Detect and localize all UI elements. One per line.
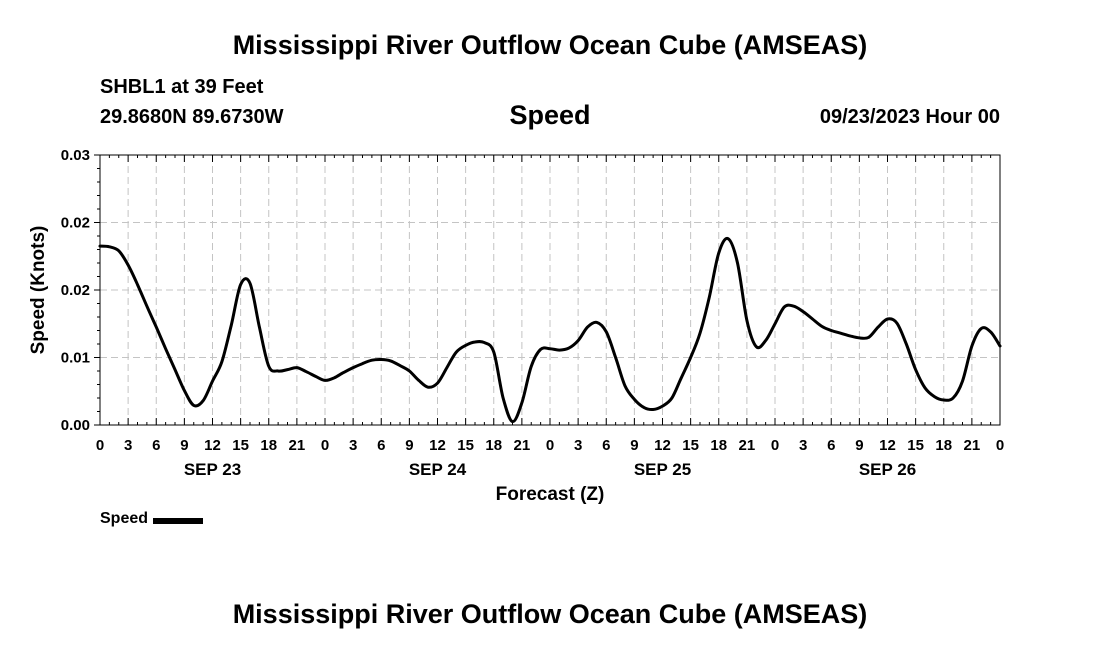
day-label: SEP 26 (859, 460, 916, 479)
footer-title: Mississippi River Outflow Ocean Cube (AM… (232, 599, 868, 629)
x-tick-label: 0 (321, 437, 329, 454)
x-tick-label: 21 (289, 437, 306, 454)
x-tick-label: 15 (907, 437, 924, 454)
y-tick-label: 0.02 (61, 282, 90, 299)
x-tick-label: 18 (485, 437, 502, 454)
day-label: SEP 25 (634, 460, 691, 479)
x-tick-label: 0 (771, 437, 779, 454)
x-tick-label: 12 (429, 437, 446, 454)
x-tick-label: 18 (935, 437, 952, 454)
station-label: SHBL1 at 39 Feet (100, 76, 264, 98)
x-tick-label: 3 (349, 437, 357, 454)
x-tick-label: 3 (574, 437, 582, 454)
legend: Speed (100, 510, 204, 528)
x-tick-label: 6 (377, 437, 385, 454)
x-tick-label: 0 (546, 437, 554, 454)
datetime-label: 09/23/2023 Hour 00 (819, 106, 1000, 128)
day-label: SEP 23 (184, 460, 241, 479)
x-tick-label: 6 (602, 437, 610, 454)
coordinates-label: 29.8680N 89.6730W (100, 106, 284, 128)
x-tick-label: 9 (180, 437, 188, 454)
x-tick-label: 3 (124, 437, 132, 454)
x-tick-label: 21 (964, 437, 981, 454)
x-tick-label: 15 (232, 437, 249, 454)
x-tick-label: 15 (682, 437, 699, 454)
x-axis-title: Forecast (Z) (496, 484, 605, 505)
chart-title: Mississippi River Outflow Ocean Cube (AM… (232, 30, 868, 60)
x-tick-label: 18 (260, 437, 277, 454)
y-tick-label: 0.03 (61, 147, 90, 164)
x-tick-label: 9 (405, 437, 413, 454)
plot-frame (99, 154, 1001, 426)
y-axis-title: Speed (Knots) (28, 226, 49, 355)
y-tick-label: 0.01 (61, 350, 90, 367)
legend-swatch-speed (153, 517, 204, 524)
legend-label-speed: Speed (100, 510, 149, 527)
x-tick-label: 9 (630, 437, 638, 454)
series-layer (98, 236, 1002, 424)
x-tick-label: 6 (152, 437, 160, 454)
variable-subtitle: Speed (509, 100, 591, 130)
x-tick-label: 3 (799, 437, 807, 454)
x-tick-label: 0 (996, 437, 1004, 454)
x-tick-label: 12 (654, 437, 671, 454)
x-tick-label: 6 (827, 437, 835, 454)
x-tick-label: 15 (457, 437, 474, 454)
x-tick-label: 21 (739, 437, 756, 454)
axis-labels: 0 3 6 9 12 15 18 21 0 3 6 9 12 15 18 21 0 3 6 9 12 15 18 21 0 3 6 9… (28, 147, 1004, 505)
day-label: SEP 24 (409, 460, 467, 479)
x-tick-label: 18 (710, 437, 727, 454)
x-tick-label: 9 (855, 437, 863, 454)
grid-lines (100, 155, 1000, 425)
x-tick-label: 12 (204, 437, 221, 454)
x-tick-label: 0 (96, 437, 104, 454)
x-tick-label: 21 (514, 437, 531, 454)
x-tick-label: 12 (879, 437, 896, 454)
y-tick-label: 0.02 (61, 215, 90, 232)
series-line-speed (98, 236, 1002, 424)
y-tick-label: 0.00 (61, 417, 90, 434)
